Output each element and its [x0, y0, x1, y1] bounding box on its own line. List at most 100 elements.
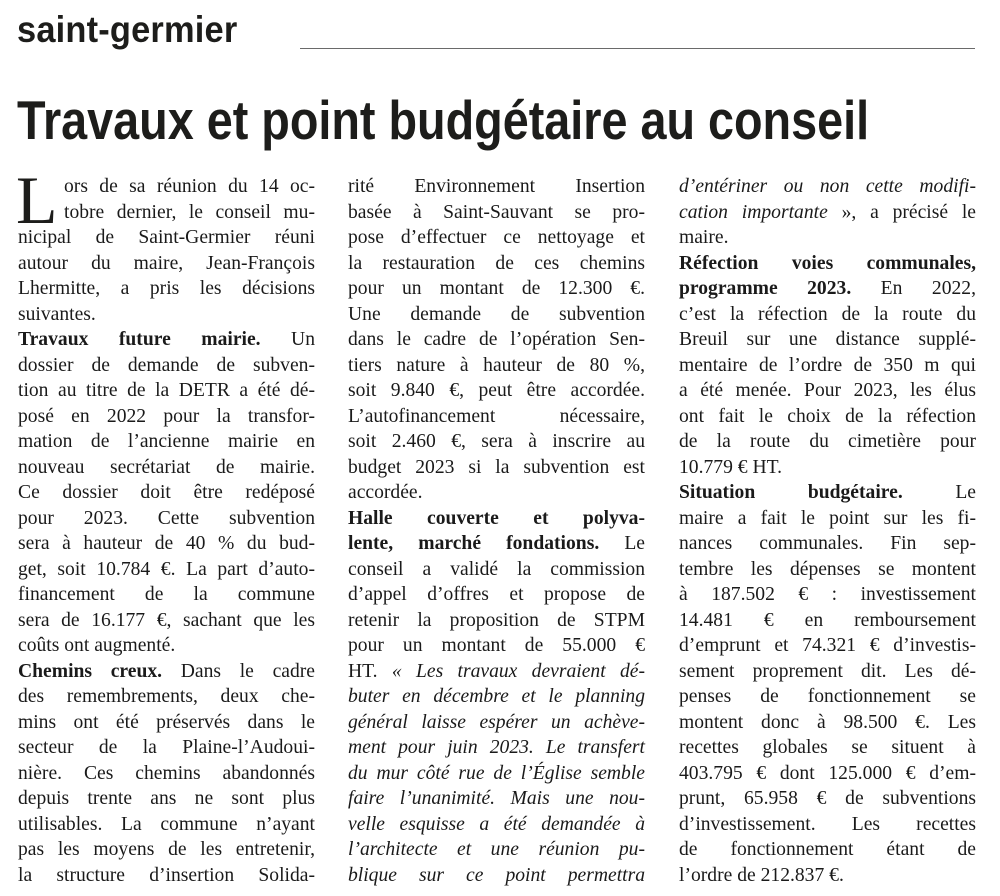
text-line: budget 2023 si la subvention est	[348, 455, 645, 481]
section-rubric: saint-germier	[17, 9, 238, 50]
body-text: 10.779 € HT.	[679, 456, 783, 478]
text-line: ors de sa réunion du 14 oc-	[18, 174, 315, 200]
text-line: d’emprunt et 74.321 € d’investis-	[679, 633, 976, 659]
text-line: velle esquisse a été demandée à	[348, 812, 645, 838]
body-text: retenir la proposition de STPM	[348, 609, 645, 631]
text-line: penses de fonctionnement se	[679, 684, 976, 710]
text-line: L’autofinancement nécessaire,	[348, 404, 645, 430]
body-text: accordée.	[348, 482, 423, 503]
text-line: secteur de la Plaine-l’Audoui-	[18, 735, 315, 761]
body-text: nicipal de Saint-Germier réuni	[18, 227, 315, 248]
text-line: 403.795 € dont 125.000 € d’em-	[679, 761, 976, 787]
text-line: dans le cadre de l’opération Sen-	[348, 327, 645, 353]
text-line: retenir la proposition de STPM	[348, 608, 645, 634]
quote-text: ment pour juin 2023. Le transfert	[348, 737, 645, 758]
text-line: utilisables. La commune n’ayant	[18, 812, 315, 838]
text-line: sera à hauteur de 40 % du bud-	[18, 531, 315, 557]
body-text: c’est la réfection de la route du	[679, 303, 976, 325]
body-text: nances communales. Fin sep-	[679, 533, 976, 554]
article-title: Travaux et point budgétaire au conseil	[17, 89, 870, 151]
paragraph-lead: Situation budgétaire.	[679, 482, 903, 503]
body-text: maire.	[679, 227, 729, 248]
text-line: autour du maire, Jean-François	[18, 251, 315, 277]
paragraph-lead: Réfection voies communales,	[679, 252, 976, 274]
body-text: Le	[902, 482, 976, 503]
body-text: la structure d’insertion Solida-	[18, 864, 315, 886]
body-text: des remembrements, deux che-	[18, 686, 315, 707]
text-line: coûts ont augmenté.	[18, 633, 315, 659]
body-text: mation de l’ancienne mairie en	[18, 431, 315, 452]
text-line: suivantes.	[18, 302, 315, 328]
text-line: Travaux future mairie. Un	[18, 327, 315, 353]
body-text: soit 9.840 €, peut être accordée.	[348, 380, 645, 401]
text-line: dossier de demande de subven-	[18, 353, 315, 379]
body-text: d’emprunt et 74.321 € d’investis-	[679, 635, 976, 656]
text-line: pose d’effectuer ce nettoyage et	[348, 225, 645, 251]
body-text: », a précisé le	[827, 201, 977, 223]
body-text: a été menée. Pour 2023, les élus	[679, 380, 976, 401]
text-line: nances communales. Fin sep-	[679, 531, 976, 557]
text-line: tobre dernier, le conseil mu-	[18, 200, 315, 226]
text-line: depuis trente ans ne sont plus	[18, 786, 315, 812]
body-text: ont fait le choix de la réfection	[679, 405, 976, 427]
text-line: financement de la commune	[18, 582, 315, 608]
text-line: la structure d’insertion Solida-	[18, 863, 315, 889]
text-line: blique sur ce point permettra	[348, 863, 645, 889]
text-line: rité Environnement Insertion	[348, 174, 645, 200]
drop-cap: L	[16, 162, 58, 238]
body-text: basée à Saint-Sauvant se pro-	[348, 201, 645, 223]
body-text: tobre dernier, le conseil mu-	[64, 201, 315, 223]
body-text: tembre les dépenses se montent	[679, 558, 976, 580]
text-line: soit 2.460 €, sera à inscrire au	[348, 429, 645, 455]
body-text: de fonctionnement étant de	[679, 839, 976, 860]
body-text: maire a fait le point sur les fi-	[679, 507, 976, 529]
body-text: mins ont été préservés dans le	[18, 711, 315, 733]
text-line: cation importante », a précisé le	[679, 200, 976, 226]
body-text: dossier de demande de subven-	[18, 354, 315, 376]
body-text: nouveau secrétariat de mairie.	[18, 456, 315, 478]
quote-text: blique sur ce point permettra	[348, 864, 645, 886]
text-line: Chemins creux. Dans le cadre	[18, 659, 315, 685]
text-line: nière. Ces chemins abandonnés	[18, 761, 315, 787]
text-line: pas les moyens de les entretenir,	[18, 837, 315, 863]
text-line: lente, marché fondations. Le	[348, 531, 645, 557]
quote-text: « Les travaux devraient dé-	[391, 660, 645, 682]
body-text: Dans le cadre	[162, 660, 315, 682]
text-line: recettes globales se situent à	[679, 735, 976, 761]
body-text: pour un montant de 12.300 €.	[348, 278, 645, 299]
body-text: recettes globales se situent à	[679, 737, 976, 758]
text-line: l’ordre de 212.837 €.	[679, 863, 976, 889]
text-line: l’architecte et une réunion pu-	[348, 837, 645, 863]
body-text: L’autofinancement nécessaire,	[348, 405, 645, 427]
text-line: pour un montant de 55.000 €	[348, 633, 645, 659]
text-line: a été menée. Pour 2023, les élus	[679, 378, 976, 404]
paragraph-lead: lente, marché fondations.	[348, 533, 600, 554]
text-line: d’appel d’offres et propose de	[348, 582, 645, 608]
quote-text: du mur côté rue de l’Église semble	[348, 762, 645, 784]
body-text: Ce dossier doit être redéposé	[18, 482, 315, 503]
text-line: conseil a validé la commission	[348, 557, 645, 583]
text-line: de la route du cimetière pour	[679, 429, 976, 455]
paragraph-lead: Halle couverte et polyva-	[348, 507, 645, 529]
text-line: pour 2023. Cette subvention	[18, 506, 315, 532]
quote-text: buter en décembre et le planning	[348, 686, 645, 707]
body-text: Lhermitte, a pris les décisions	[18, 278, 315, 299]
body-text: d’investissement. Les recettes	[679, 813, 976, 835]
text-line: mation de l’ancienne mairie en	[18, 429, 315, 455]
text-line: HT. « Les travaux devraient dé-	[348, 659, 645, 685]
body-text: pas les moyens de les entretenir,	[18, 839, 315, 860]
text-line: Halle couverte et polyva-	[348, 506, 645, 532]
body-text: sera à hauteur de 40 % du bud-	[18, 533, 315, 554]
body-text: tiers nature à hauteur de 80 %,	[348, 354, 645, 376]
text-line: prunt, 65.958 € de subventions	[679, 786, 976, 812]
body-text: secteur de la Plaine-l’Audoui-	[18, 737, 315, 758]
text-line: à 187.502 € : investissement	[679, 582, 976, 608]
body-text: get, soit 10.784 €. La part d’auto-	[18, 558, 315, 580]
body-text: Le	[599, 533, 645, 554]
text-line: sera de 16.177 €, sachant que les	[18, 608, 315, 634]
text-line: Lhermitte, a pris les décisions	[18, 276, 315, 302]
text-line: pour un montant de 12.300 €.	[348, 276, 645, 302]
text-line: de fonctionnement étant de	[679, 837, 976, 863]
text-line: accordée.	[348, 480, 645, 506]
text-line: d’entériner ou non cette modifi-	[679, 174, 976, 200]
